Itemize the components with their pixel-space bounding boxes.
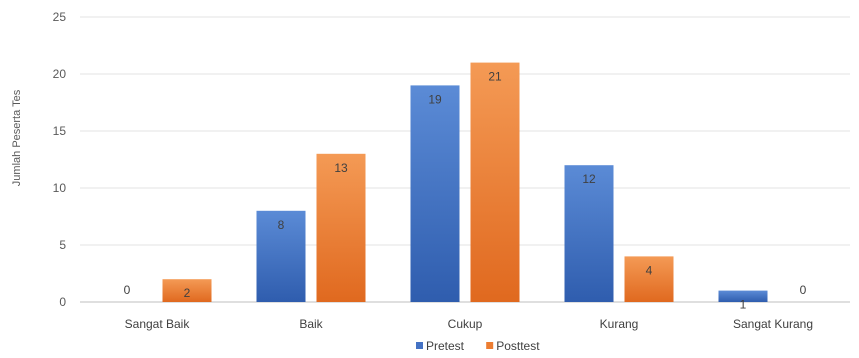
- data-label: 2: [184, 286, 191, 300]
- data-label: 19: [428, 92, 442, 106]
- legend-label-pretest: Pretest: [426, 339, 465, 353]
- x-tick-label: Sangat Kurang: [733, 317, 813, 331]
- legend-swatch-posttest: [486, 342, 494, 349]
- data-label: 12: [582, 172, 596, 186]
- bar-posttest-baik: [316, 153, 366, 302]
- bars: [162, 62, 768, 303]
- y-axis-title: Jumlah Peserta Tes: [11, 89, 23, 186]
- x-tick-label: Cukup: [448, 317, 483, 331]
- y-tick-label: 25: [53, 10, 67, 24]
- legend: Pretest Posttest: [416, 339, 540, 353]
- y-tick-label: 15: [53, 124, 67, 138]
- data-label: 8: [278, 218, 285, 232]
- gridlines: [80, 16, 850, 303]
- data-label: 21: [488, 70, 502, 84]
- x-tick-label: Kurang: [600, 317, 639, 331]
- y-tick-label: 20: [53, 67, 67, 81]
- bar-pretest-cukup: [410, 85, 460, 303]
- bar-pretest-baik: [256, 210, 306, 302]
- data-label: 1: [740, 298, 747, 312]
- x-tick-label: Baik: [299, 317, 323, 331]
- x-tick-label: Sangat Baik: [125, 317, 191, 331]
- bar-posttest-sangat-baik: [162, 279, 212, 302]
- y-tick-label: 5: [59, 238, 66, 252]
- bar-pretest-sangat-kurang: [718, 290, 768, 302]
- bar-posttest-kurang: [624, 256, 674, 302]
- y-tick-label: 10: [53, 181, 67, 195]
- data-label: 0: [800, 283, 807, 297]
- bar-posttest-cukup: [470, 62, 520, 302]
- bar-pretest-kurang: [564, 165, 614, 302]
- legend-label-posttest: Posttest: [496, 339, 540, 353]
- legend-swatch-pretest: [416, 342, 423, 349]
- y-tick-label: 0: [59, 295, 66, 309]
- data-label: 0: [124, 283, 131, 297]
- data-label: 13: [334, 161, 348, 175]
- data-label: 4: [646, 263, 653, 277]
